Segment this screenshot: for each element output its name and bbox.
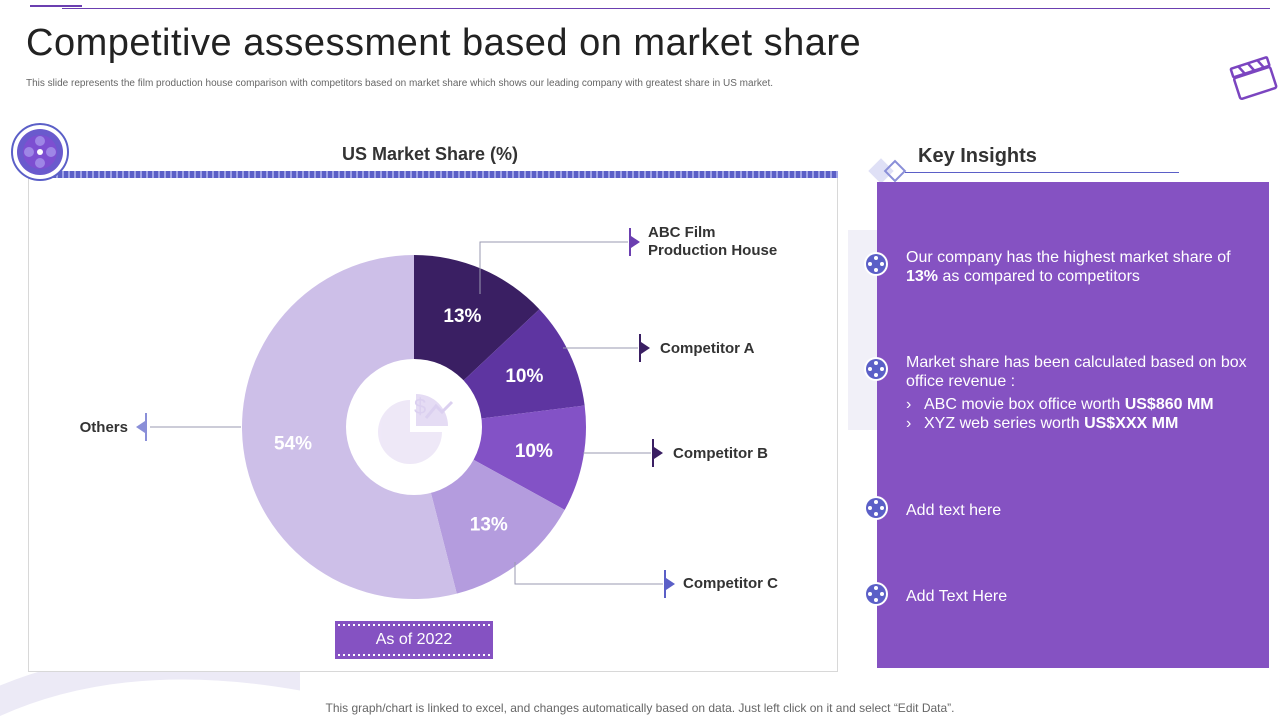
film-reel-bullet-icon xyxy=(864,582,888,606)
legend-marker-arrow xyxy=(136,421,145,433)
footer-note: This graph/chart is linked to excel, and… xyxy=(325,701,955,715)
legend-marker xyxy=(629,228,631,256)
insights-heading: Key Insights xyxy=(918,145,1037,167)
chart-title: US Market Share (%) xyxy=(341,144,519,164)
legend-marker-arrow xyxy=(654,447,663,459)
film-reel-icon xyxy=(11,123,69,181)
category-label: Others xyxy=(80,419,128,436)
page-subtitle: This slide represents the film productio… xyxy=(26,78,774,89)
film-reel-bullet-icon xyxy=(864,496,888,520)
category-label: Production House xyxy=(648,242,777,259)
slice-value-label: 13% xyxy=(443,306,481,327)
insights-underline xyxy=(905,172,1179,173)
clapperboard-icon xyxy=(1229,56,1278,101)
insight-sub-item: › ABC movie box office worth US$860 MM xyxy=(906,396,1214,413)
insights-panel xyxy=(877,182,1269,668)
header-accent-line xyxy=(30,5,82,7)
category-label: Competitor B xyxy=(673,445,768,462)
insight-item-4: Add Text Here xyxy=(906,588,1008,605)
insight-item-1: Our company has the highest market share… xyxy=(906,249,1231,285)
slice-value-label: 13% xyxy=(470,514,508,535)
legend-marker xyxy=(145,413,147,441)
insight-item-3: Add text here xyxy=(906,502,1002,519)
chart-header-bar xyxy=(52,171,838,178)
slice-value-label: 10% xyxy=(515,441,553,462)
legend-marker-arrow xyxy=(666,578,675,590)
svg-text:$: $ xyxy=(414,394,426,419)
film-reel-bullet-icon xyxy=(864,357,888,381)
legend-marker xyxy=(639,334,641,362)
diamond-icon xyxy=(868,158,907,184)
slice-value-label: 54% xyxy=(274,433,312,454)
as-of-badge: As of 2022 xyxy=(335,621,493,659)
category-label: ABC Film xyxy=(648,224,716,241)
film-reel-bullet-icon xyxy=(864,252,888,276)
category-label: Competitor C xyxy=(683,575,778,592)
slice-value-label: 10% xyxy=(505,366,543,387)
legend-marker-arrow xyxy=(631,236,640,248)
legend-marker-arrow xyxy=(641,342,650,354)
donut-hole xyxy=(346,359,482,495)
legend-marker xyxy=(652,439,654,467)
page-title: Competitive assessment based on market s… xyxy=(26,22,862,64)
insight-item-2: Market share has been calculated based o… xyxy=(906,353,1251,433)
leader-line xyxy=(479,241,628,294)
insight-sub-item: › XYZ web series worth US$XXX MM xyxy=(906,415,1179,432)
leader-line xyxy=(514,562,663,585)
legend-marker xyxy=(664,570,666,598)
pie-chart-dollar-icon: $ xyxy=(378,394,454,464)
header-line xyxy=(62,8,1270,9)
category-label: Competitor A xyxy=(660,340,755,357)
